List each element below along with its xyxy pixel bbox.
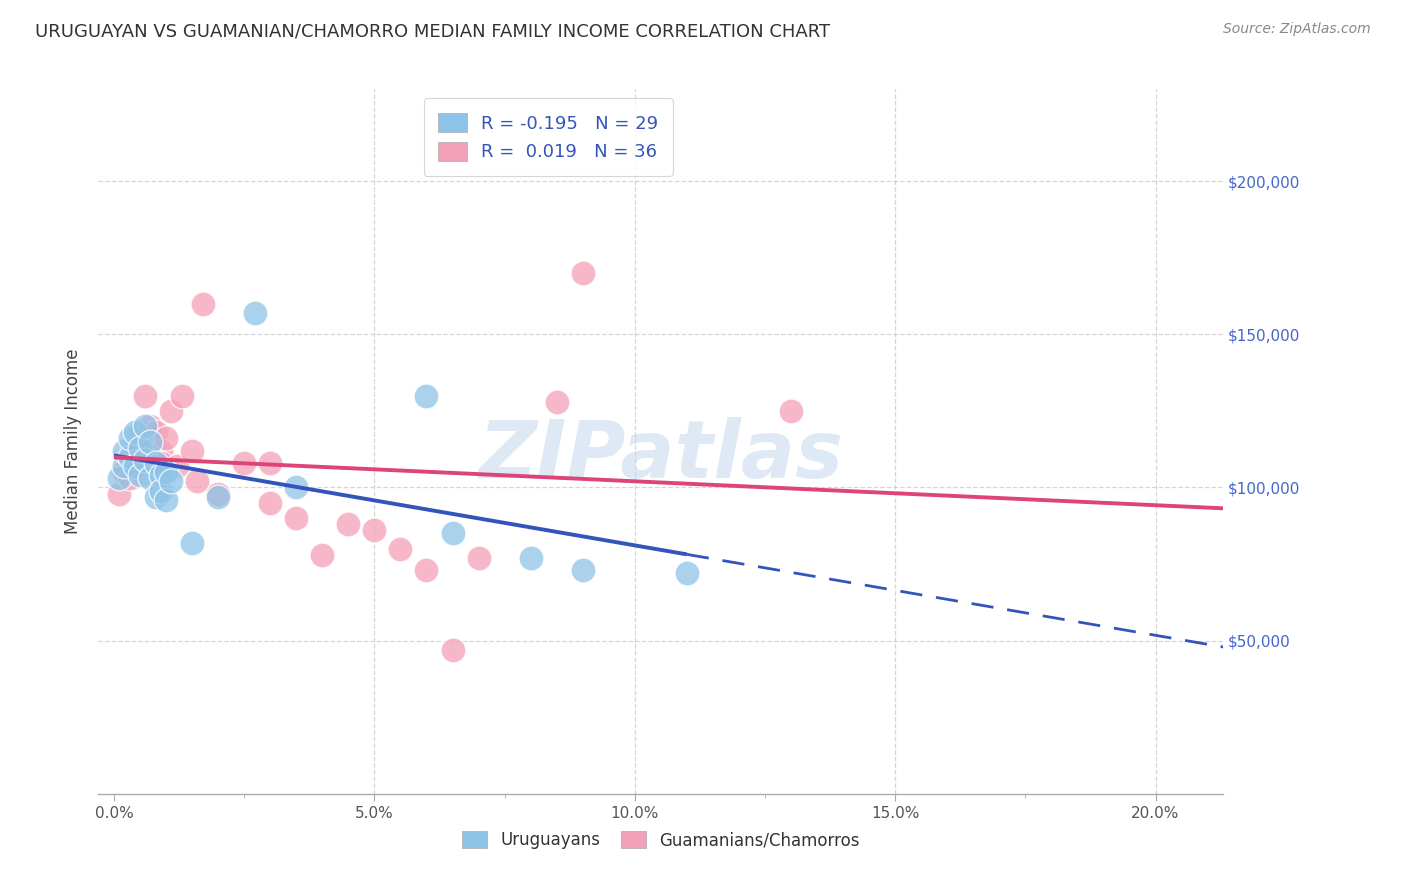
Point <box>780 404 803 418</box>
Point <box>160 475 183 489</box>
Point <box>415 563 437 577</box>
Point <box>118 453 141 467</box>
Point <box>259 456 281 470</box>
Point <box>129 468 152 483</box>
Point <box>114 458 136 473</box>
Point <box>285 481 308 495</box>
Text: ZIPatlas: ZIPatlas <box>478 417 844 495</box>
Y-axis label: Median Family Income: Median Family Income <box>63 349 82 534</box>
Point <box>149 483 172 498</box>
Point <box>145 490 167 504</box>
Point <box>441 526 464 541</box>
Text: Source: ZipAtlas.com: Source: ZipAtlas.com <box>1223 22 1371 37</box>
Point <box>519 551 541 566</box>
Point <box>145 425 167 440</box>
Point <box>441 643 464 657</box>
Point <box>546 394 568 409</box>
Point <box>124 458 146 473</box>
Point <box>118 432 141 446</box>
Point <box>181 535 204 549</box>
Point <box>149 443 172 458</box>
Point <box>129 432 152 446</box>
Point <box>118 450 141 464</box>
Point <box>166 458 188 473</box>
Point <box>243 306 266 320</box>
Point <box>337 517 360 532</box>
Point <box>134 388 156 402</box>
Point <box>363 524 385 538</box>
Point <box>134 419 156 434</box>
Point <box>676 566 699 581</box>
Point <box>415 388 437 402</box>
Point <box>207 486 229 500</box>
Point <box>145 456 167 470</box>
Point <box>124 425 146 440</box>
Point <box>571 563 593 577</box>
Point <box>139 471 162 485</box>
Point <box>571 266 593 280</box>
Point <box>129 441 152 455</box>
Point <box>389 541 412 556</box>
Point <box>118 471 141 485</box>
Point <box>186 475 208 489</box>
Point <box>259 496 281 510</box>
Point <box>155 492 177 507</box>
Point <box>124 447 146 461</box>
Legend: Uruguayans, Guamanians/Chamorros: Uruguayans, Guamanians/Chamorros <box>456 824 866 856</box>
Point <box>139 419 162 434</box>
Point <box>149 468 172 483</box>
Point <box>108 486 131 500</box>
Point <box>134 450 156 464</box>
Point <box>114 465 136 479</box>
Point <box>139 434 162 449</box>
Text: URUGUAYAN VS GUAMANIAN/CHAMORRO MEDIAN FAMILY INCOME CORRELATION CHART: URUGUAYAN VS GUAMANIAN/CHAMORRO MEDIAN F… <box>35 22 831 40</box>
Point <box>170 388 193 402</box>
Point <box>160 404 183 418</box>
Point <box>467 551 489 566</box>
Point <box>129 425 152 440</box>
Point <box>155 432 177 446</box>
Point <box>207 490 229 504</box>
Point <box>233 456 256 470</box>
Point <box>134 453 156 467</box>
Point <box>108 471 131 485</box>
Point <box>285 511 308 525</box>
Point <box>155 465 177 479</box>
Point <box>181 443 204 458</box>
Point <box>149 456 172 470</box>
Point <box>311 548 333 562</box>
Point <box>139 434 162 449</box>
Point <box>191 296 214 310</box>
Point <box>114 443 136 458</box>
